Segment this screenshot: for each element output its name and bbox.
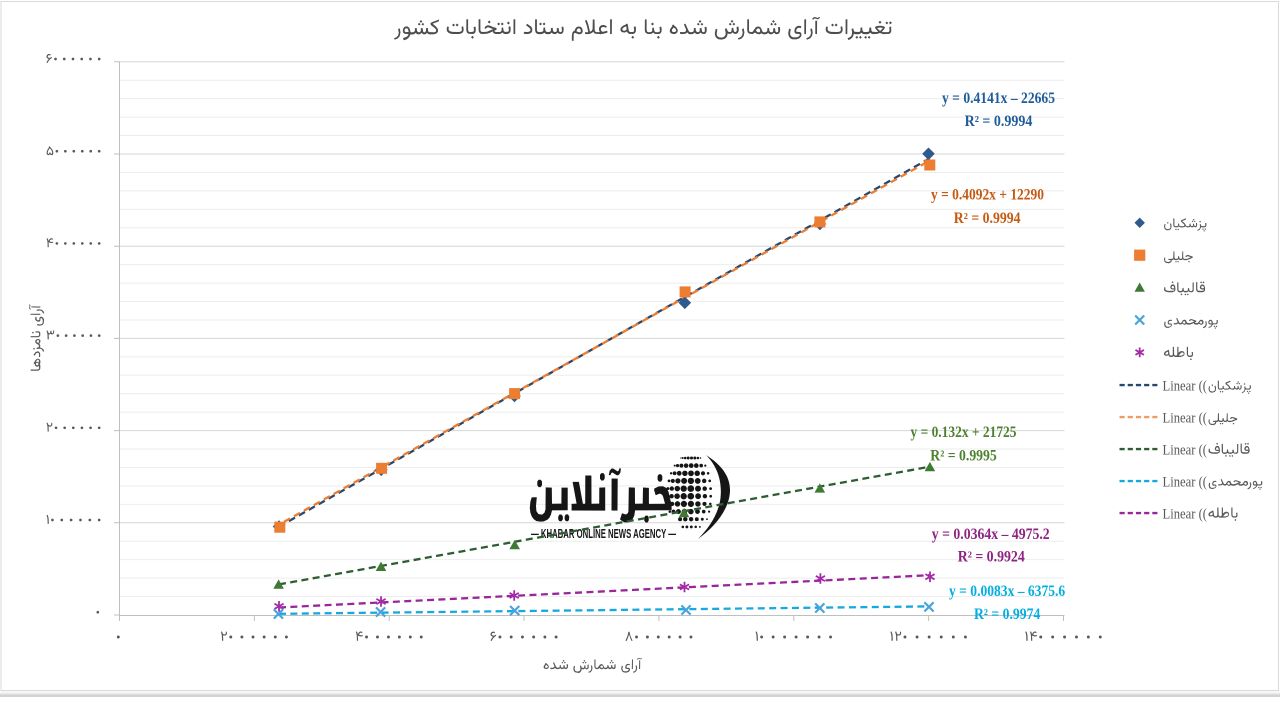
svg-text:R² = 0.9995: R² = 0.9995 bbox=[930, 448, 997, 465]
svg-text:Linear ((: Linear (( bbox=[1163, 474, 1208, 490]
svg-text:y = 0.4092x + 12290: y = 0.4092x + 12290 bbox=[931, 186, 1044, 203]
svg-text:y = 0.0083x – 6375.6: y = 0.0083x – 6375.6 bbox=[949, 583, 1065, 600]
svg-text:y = 0.132x + 21725: y = 0.132x + 21725 bbox=[911, 424, 1017, 441]
svg-text:Linear ((: Linear (( bbox=[1163, 410, 1208, 426]
svg-text:R² = 0.9924: R² = 0.9924 bbox=[958, 549, 1025, 566]
svg-text:Linear ((: Linear (( bbox=[1163, 378, 1208, 394]
svg-text:y = 0.0364x – 4975.2: y = 0.0364x – 4975.2 bbox=[932, 526, 1050, 543]
svg-text:Linear ((: Linear (( bbox=[1163, 506, 1208, 522]
svg-text:R² = 0.9994: R² = 0.9994 bbox=[965, 113, 1033, 130]
svg-text:R² = 0.9974: R² = 0.9974 bbox=[974, 606, 1041, 623]
svg-text:Linear ((: Linear (( bbox=[1163, 442, 1208, 458]
svg-text:— KHABAR ONLINE NEWS AGENCY —: — KHABAR ONLINE NEWS AGENCY — bbox=[531, 527, 676, 541]
svg-text:R² = 0.9994: R² = 0.9994 bbox=[954, 210, 1021, 227]
svg-text:y = 0.4141x – 22665: y = 0.4141x – 22665 bbox=[942, 90, 1055, 107]
